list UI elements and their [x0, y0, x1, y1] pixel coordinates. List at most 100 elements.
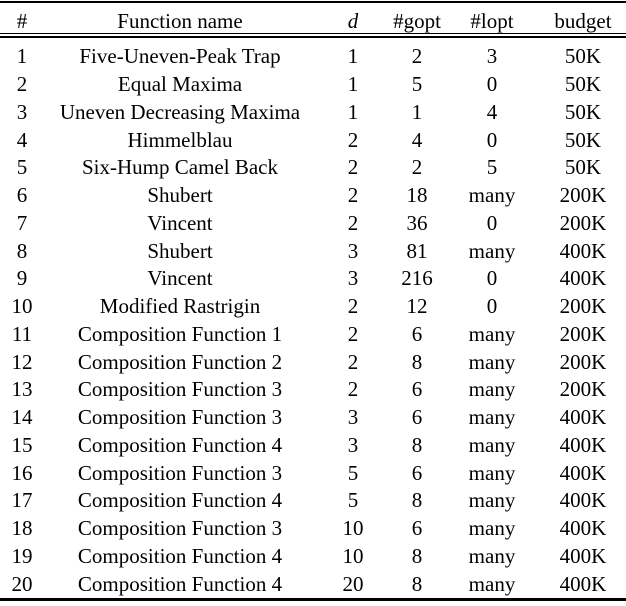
cell-d: 5	[347, 460, 359, 485]
cell-name: Vincent	[147, 210, 213, 235]
cell-d: 1	[347, 44, 359, 69]
cell-lopt: many	[468, 543, 516, 568]
cell-d: 2	[347, 183, 359, 208]
cell-gopt: 81	[406, 238, 428, 263]
table-header: # Function name d #gopt #lopt budget	[0, 0, 626, 43]
cell-name: Uneven Decreasing Maxima	[59, 99, 301, 124]
cell-gopt: 2	[411, 155, 423, 180]
cell-num: 2	[16, 72, 28, 97]
cell-num: 8	[16, 238, 28, 263]
cell-budget: 400K	[559, 488, 607, 513]
cell-budget: 400K	[559, 238, 607, 263]
cell-num: 4	[16, 127, 28, 152]
cell-lopt: 0	[486, 210, 498, 235]
cell-name: Composition Function 4	[77, 488, 283, 513]
table-row: 6 Shubert 2 18 many 200K	[0, 182, 626, 210]
table-row: 20 Composition Function 4 20 8 many 400K	[0, 570, 626, 598]
cell-gopt: 6	[411, 377, 423, 402]
cell-num: 5	[16, 155, 28, 180]
table-row: 7 Vincent 2 36 0 200K	[0, 210, 626, 238]
bottom-rule	[0, 598, 626, 601]
cell-lopt: 0	[486, 294, 498, 319]
cell-lopt: 0	[486, 266, 498, 291]
cell-name: Vincent	[147, 266, 213, 291]
cell-budget: 400K	[559, 543, 607, 568]
cell-budget: 200K	[559, 183, 607, 208]
cell-budget: 200K	[559, 321, 607, 346]
cell-gopt: 1	[411, 99, 423, 124]
cell-lopt: 0	[486, 127, 498, 152]
cell-d: 5	[347, 488, 359, 513]
cell-gopt: 18	[406, 183, 428, 208]
table-row: 5 Six-Hump Camel Back 2 2 5 50K	[0, 154, 626, 182]
cell-budget: 400K	[559, 516, 607, 541]
cell-budget: 50K	[564, 127, 602, 152]
header-rule-thick	[0, 35, 626, 38]
cell-gopt: 36	[406, 210, 428, 235]
cell-num: 13	[11, 377, 33, 402]
table-row: 14 Composition Function 3 3 6 many 400K	[0, 404, 626, 432]
cell-lopt: many	[468, 460, 516, 485]
cell-budget: 200K	[559, 294, 607, 319]
cell-d: 10	[342, 543, 364, 568]
cell-num: 11	[11, 321, 33, 346]
cell-gopt: 216	[401, 266, 433, 291]
cell-lopt: many	[468, 349, 516, 374]
cell-d: 3	[347, 238, 359, 263]
cell-d: 2	[347, 321, 359, 346]
cell-name: Composition Function 2	[77, 349, 283, 374]
cell-num: 15	[11, 432, 33, 457]
table-row: 11 Composition Function 1 2 6 many 200K	[0, 321, 626, 349]
header-function-name: Function name	[117, 9, 243, 33]
table-row: 4 Himmelblau 2 4 0 50K	[0, 126, 626, 154]
table-body: 1 Five-Uneven-Peak Trap 1 2 3 50K 2 Equal Maxim…	[0, 43, 626, 598]
cell-lopt: many	[468, 238, 516, 263]
cell-name: Equal Maxima	[117, 72, 243, 97]
cell-d: 2	[347, 210, 359, 235]
cell-d: 1	[347, 72, 359, 97]
cell-lopt: many	[468, 405, 516, 430]
cell-name: Composition Function 3	[77, 516, 283, 541]
cell-name: Composition Function 4	[77, 571, 283, 596]
table-row: 18 Composition Function 3 10 6 many 400K	[0, 515, 626, 543]
header-dimension: d	[347, 9, 359, 33]
table-row: 16 Composition Function 3 5 6 many 400K	[0, 459, 626, 487]
cell-d: 10	[342, 516, 364, 541]
header-gopt: #gopt	[393, 9, 441, 33]
header-budget: budget	[554, 9, 612, 33]
cell-name: Himmelblau	[127, 127, 233, 152]
cell-budget: 50K	[564, 155, 602, 180]
cell-budget: 50K	[564, 44, 602, 69]
table-row: 10 Modified Rastrigin 2 12 0 200K	[0, 293, 626, 321]
table-row: 1 Five-Uneven-Peak Trap 1 2 3 50K	[0, 43, 626, 71]
cell-num: 14	[11, 405, 33, 430]
cell-lopt: 0	[486, 72, 498, 97]
cell-d: 3	[347, 432, 359, 457]
cell-name: Shubert	[147, 238, 213, 263]
cell-num: 7	[16, 210, 28, 235]
cell-lopt: 4	[486, 99, 498, 124]
cell-name: Composition Function 3	[77, 405, 283, 430]
table-row: 3 Uneven Decreasing Maxima 1 1 4 50K	[0, 99, 626, 127]
cell-lopt: 5	[486, 155, 498, 180]
cell-num: 19	[11, 543, 33, 568]
header-row: # Function name d #gopt #lopt budget	[0, 0, 626, 43]
cell-d: 3	[347, 405, 359, 430]
cell-num: 3	[16, 99, 28, 124]
cell-name: Composition Function 3	[77, 460, 283, 485]
cell-name: Composition Function 4	[77, 432, 283, 457]
cell-d: 1	[347, 99, 359, 124]
cell-budget: 200K	[559, 377, 607, 402]
cell-name: Modified Rastrigin	[99, 294, 261, 319]
cell-budget: 400K	[559, 266, 607, 291]
cell-num: 18	[11, 516, 33, 541]
cell-num: 17	[11, 488, 33, 513]
cell-budget: 200K	[559, 349, 607, 374]
cell-lopt: many	[468, 488, 516, 513]
cell-name: Six-Hump Camel Back	[82, 155, 278, 180]
cell-gopt: 8	[411, 488, 423, 513]
cell-lopt: many	[468, 377, 516, 402]
cell-d: 2	[347, 155, 359, 180]
cell-budget: 400K	[559, 571, 607, 596]
